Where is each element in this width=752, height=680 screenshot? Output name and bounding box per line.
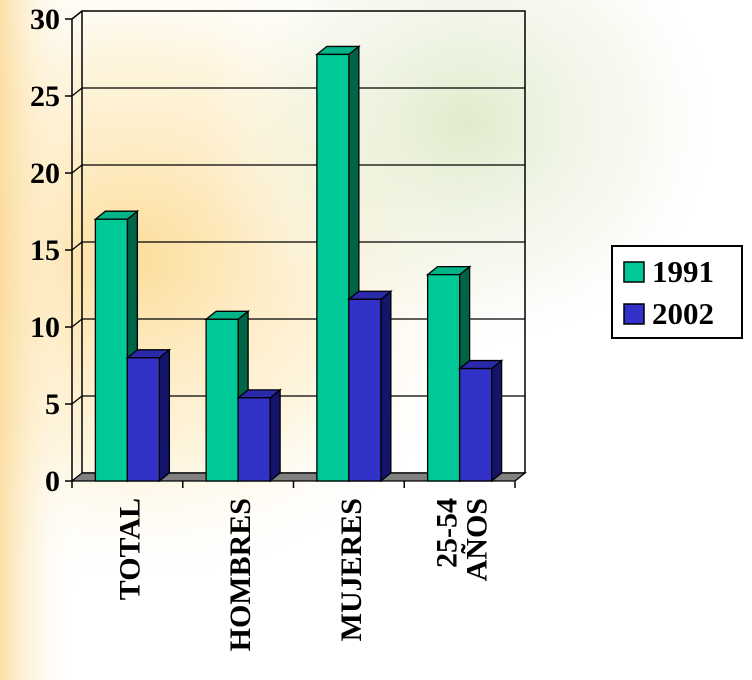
y-tick-label: 10 bbox=[30, 311, 60, 344]
category-label: TOTAL bbox=[113, 498, 146, 600]
legend-label: 2002 bbox=[652, 296, 714, 331]
gridline-side bbox=[71, 87, 83, 97]
bar bbox=[457, 359, 504, 483]
bar-front bbox=[205, 318, 239, 482]
category-label: MUJERES bbox=[335, 498, 368, 641]
bar-side bbox=[490, 359, 503, 483]
y-tick-label: 15 bbox=[30, 234, 60, 267]
bar-front bbox=[237, 397, 271, 482]
bar-front bbox=[94, 218, 129, 482]
y-axis bbox=[65, 10, 516, 488]
gridline-side bbox=[71, 318, 83, 328]
category-label: HOMBRES bbox=[224, 498, 257, 651]
bar-front bbox=[348, 298, 382, 482]
bar-side bbox=[269, 388, 281, 483]
legend-label: 1991 bbox=[652, 254, 714, 289]
y-tick-label: 0 bbox=[45, 465, 60, 498]
y-tick-label: 30 bbox=[30, 3, 60, 36]
bar-front bbox=[316, 53, 350, 482]
legend-swatch bbox=[623, 261, 645, 283]
gridline-side bbox=[71, 395, 83, 405]
y-tick-label: 5 bbox=[45, 388, 60, 421]
legend-swatch bbox=[623, 303, 645, 325]
legend: 1991 2002 bbox=[611, 245, 743, 339]
category-label: 25-54 bbox=[431, 498, 464, 568]
bar-front bbox=[126, 357, 161, 482]
y-axis-top-edge bbox=[71, 10, 83, 20]
bar bbox=[125, 348, 172, 483]
y-tick-labels: 0 5 10 15 20 25 30 bbox=[30, 3, 60, 498]
gridline-side bbox=[71, 241, 83, 251]
y-tick-label: 25 bbox=[30, 80, 60, 113]
bar bbox=[236, 388, 282, 483]
bar bbox=[315, 45, 361, 483]
bar-side bbox=[380, 289, 392, 483]
bars bbox=[93, 45, 504, 483]
chart-walls bbox=[70, 10, 527, 482]
bar-front bbox=[426, 273, 461, 482]
bar-front bbox=[458, 367, 493, 482]
y-tick-label: 20 bbox=[30, 157, 60, 190]
category-label: AÑOS bbox=[461, 498, 494, 581]
gridline-side bbox=[71, 164, 83, 174]
bar-side bbox=[158, 348, 171, 483]
bar bbox=[347, 289, 393, 483]
